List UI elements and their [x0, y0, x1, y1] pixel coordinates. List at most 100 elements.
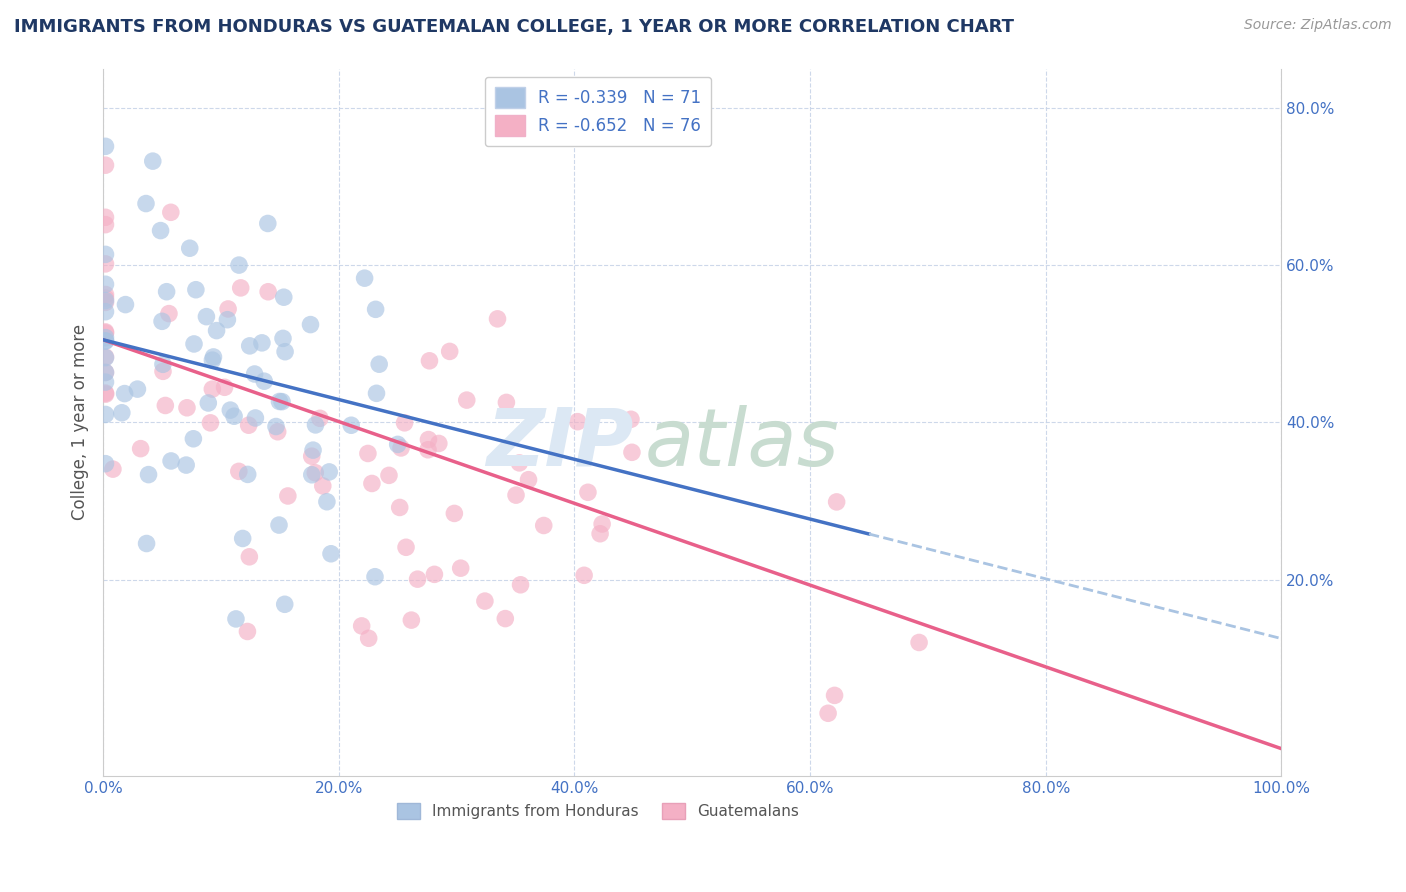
Point	[111, 406, 134, 420]
Point	[201, 353, 224, 368]
Point	[94, 330, 117, 344]
Point	[357, 446, 380, 460]
Point	[94, 291, 117, 305]
Point	[94, 326, 117, 340]
Point	[138, 467, 160, 482]
Point	[142, 154, 165, 169]
Point	[94, 277, 117, 292]
Point	[361, 476, 384, 491]
Text: IMMIGRANTS FROM HONDURAS VS GUATEMALAN COLLEGE, 1 YEAR OR MORE CORRELATION CHART: IMMIGRANTS FROM HONDURAS VS GUATEMALAN C…	[14, 18, 1014, 36]
Point	[274, 344, 297, 359]
Point	[202, 350, 225, 364]
Point	[94, 325, 117, 339]
Point	[94, 457, 117, 471]
Point	[572, 568, 595, 582]
Point	[456, 393, 478, 408]
Point	[401, 613, 423, 627]
Point	[94, 351, 117, 365]
Point	[309, 411, 332, 425]
Point	[368, 357, 391, 371]
Point	[250, 335, 273, 350]
Point	[389, 441, 412, 455]
Point	[316, 494, 339, 508]
Point	[114, 386, 136, 401]
Point	[152, 357, 174, 371]
Point	[620, 412, 643, 426]
Point	[179, 241, 201, 255]
Point	[387, 437, 409, 451]
Point	[423, 567, 446, 582]
Point	[94, 350, 117, 364]
Point	[94, 386, 117, 401]
Point	[394, 416, 416, 430]
Point	[908, 635, 931, 649]
Point	[301, 449, 323, 463]
Point	[395, 541, 418, 555]
Point	[94, 295, 117, 310]
Point	[357, 632, 380, 646]
Text: ZIP: ZIP	[486, 405, 633, 483]
Point	[238, 418, 260, 433]
Point	[94, 365, 117, 379]
Point	[183, 337, 205, 351]
Text: atlas: atlas	[645, 405, 839, 483]
Point	[160, 205, 183, 219]
Point	[406, 572, 429, 586]
Point	[94, 334, 117, 348]
Point	[238, 549, 260, 564]
Point	[264, 419, 287, 434]
Point	[214, 380, 236, 394]
Point	[589, 526, 612, 541]
Point	[245, 411, 267, 425]
Point	[274, 597, 297, 611]
Point	[135, 196, 157, 211]
Point	[184, 283, 207, 297]
Point	[474, 594, 496, 608]
Point	[824, 689, 846, 703]
Point	[271, 394, 294, 409]
Point	[299, 318, 322, 332]
Point	[94, 304, 117, 318]
Point	[620, 445, 643, 459]
Point	[825, 495, 848, 509]
Y-axis label: College, 1 year or more: College, 1 year or more	[72, 325, 89, 520]
Point	[94, 218, 117, 232]
Point	[228, 464, 250, 478]
Point	[304, 417, 326, 432]
Point	[219, 403, 242, 417]
Point	[418, 433, 440, 447]
Point	[150, 314, 173, 328]
Point	[155, 399, 177, 413]
Point	[152, 364, 174, 378]
Point	[129, 442, 152, 456]
Point	[94, 408, 117, 422]
Point	[505, 488, 527, 502]
Point	[94, 375, 117, 389]
Point	[201, 382, 224, 396]
Point	[236, 467, 259, 482]
Point	[232, 532, 254, 546]
Point	[94, 387, 117, 401]
Point	[418, 353, 440, 368]
Point	[94, 257, 117, 271]
Point	[271, 331, 294, 345]
Point	[443, 507, 465, 521]
Point	[302, 443, 325, 458]
Point	[495, 395, 517, 409]
Point	[236, 624, 259, 639]
Point	[94, 287, 117, 301]
Point	[533, 518, 555, 533]
Point	[301, 467, 323, 482]
Point	[256, 217, 278, 231]
Point	[567, 415, 589, 429]
Point	[364, 570, 387, 584]
Point	[257, 285, 280, 299]
Point	[439, 344, 461, 359]
Point	[304, 466, 326, 480]
Point	[267, 425, 290, 439]
Point	[229, 281, 252, 295]
Point	[94, 247, 117, 261]
Point	[312, 479, 335, 493]
Point	[176, 401, 198, 415]
Point	[817, 706, 839, 721]
